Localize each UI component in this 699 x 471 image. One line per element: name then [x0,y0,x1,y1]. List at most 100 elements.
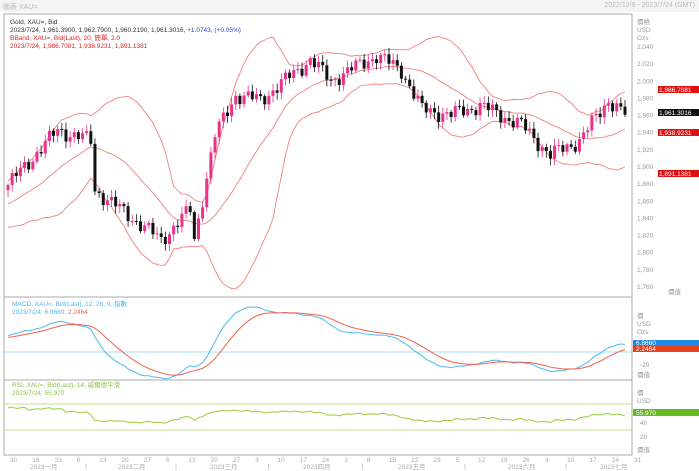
candle [582,126,586,144]
chart-title: 圖表 XAU= [3,4,38,11]
candle [557,138,561,152]
candle [101,190,105,211]
legend-macd-values: 2023/7/24, 6.8660, 2.2464 [12,309,88,316]
candle [93,138,97,195]
date-range: 2022/12/9 - 2023/7/24 (GMT) [604,2,695,9]
candle [205,171,209,212]
date-tick: 26 [523,457,531,464]
bband-middle [7,66,626,225]
date-tick: 8 [367,457,371,464]
rsi-axis-footer: 價值 [637,445,651,454]
candle [577,132,581,156]
rsi-tick-40: 40 [640,420,648,427]
date-tick: 20 [211,457,219,464]
candle [288,69,292,84]
candle [97,188,101,198]
candle [540,144,544,158]
date-tick: 10 [567,457,575,464]
candle [23,156,27,173]
candle [56,125,60,143]
candle [453,101,457,122]
candle [532,121,536,144]
badge-signal-text: 2.2464 [636,346,656,353]
macd-axis-header: 價 [637,311,644,320]
candle [565,142,569,156]
price-tick: 1,860 [637,198,654,205]
candle [167,231,171,251]
candle [196,214,200,242]
candle [76,130,80,144]
candle [503,111,507,128]
legend-gold: Gold, XAU=, Bid [10,19,58,26]
badge-macd [633,340,699,346]
candle [238,93,242,109]
badge-rsi-text: 55.970 [636,410,656,417]
month-label: 2023三月 [210,463,237,471]
date-tick: 15 [389,457,397,464]
candle [234,90,238,110]
candle [433,102,437,120]
date-tick: 3 [545,457,549,464]
badge-bb-upper [658,86,699,93]
badge-bb-lower [658,170,699,177]
candle [114,190,118,214]
rsi-axis-unit: USD [637,398,651,405]
candle [163,231,167,251]
rsi-tick-20: 20 [640,434,648,441]
date-tick: 12 [478,457,486,464]
candle [180,206,184,233]
candle [312,54,316,72]
candle [209,146,213,185]
candle [225,105,229,123]
bband-lower [7,83,626,290]
candle [387,47,391,71]
candle [31,158,35,172]
candle [263,94,267,110]
candle [379,52,383,70]
candle [35,146,39,164]
badge-macd-text: 6.8660 [636,340,656,347]
candle [105,194,109,212]
candle [428,104,432,119]
date-tick: 22 [411,457,419,464]
month-label: 2023六月 [508,462,535,471]
candle [333,76,337,87]
date-tick: 30 [10,457,18,464]
candle [445,107,449,120]
candle [437,105,441,129]
legend-ohlc: 2023/7/24, 1,961.3900, 1,962.7900, 1,960… [10,27,241,34]
candle [60,123,64,137]
candle [85,124,89,136]
badge-signal [633,346,699,352]
date-tick: 19 [500,457,508,464]
candle [341,66,345,91]
candle [466,103,470,118]
candle [544,143,548,158]
candle [217,118,221,144]
badge-last [658,109,699,116]
signal-line [7,312,626,376]
macd-axis-unit2: Ozs [637,329,649,336]
date-tick: 29 [433,457,441,464]
price-tick: 2,000 [637,78,654,85]
candle [337,74,341,92]
candle [457,99,461,111]
price-tick: 1,800 [637,250,654,257]
date-tick: 20 [121,457,129,464]
legend-rsi-values: 2023/7/24, 55.970 [12,390,65,397]
candle [507,111,511,126]
candle [275,83,279,100]
candle [548,145,552,166]
date-tick: 16 [32,457,40,464]
axis-footer: 價值 [668,287,682,296]
rsi-line [7,406,626,424]
candle [561,140,565,157]
candle [254,87,258,103]
candle [350,61,354,75]
badge-bb-mid-text: 1,938.9231 [659,130,692,137]
candle [536,132,540,158]
candle [292,64,296,83]
price-tick: 1,820 [637,233,654,240]
candle [43,134,47,159]
